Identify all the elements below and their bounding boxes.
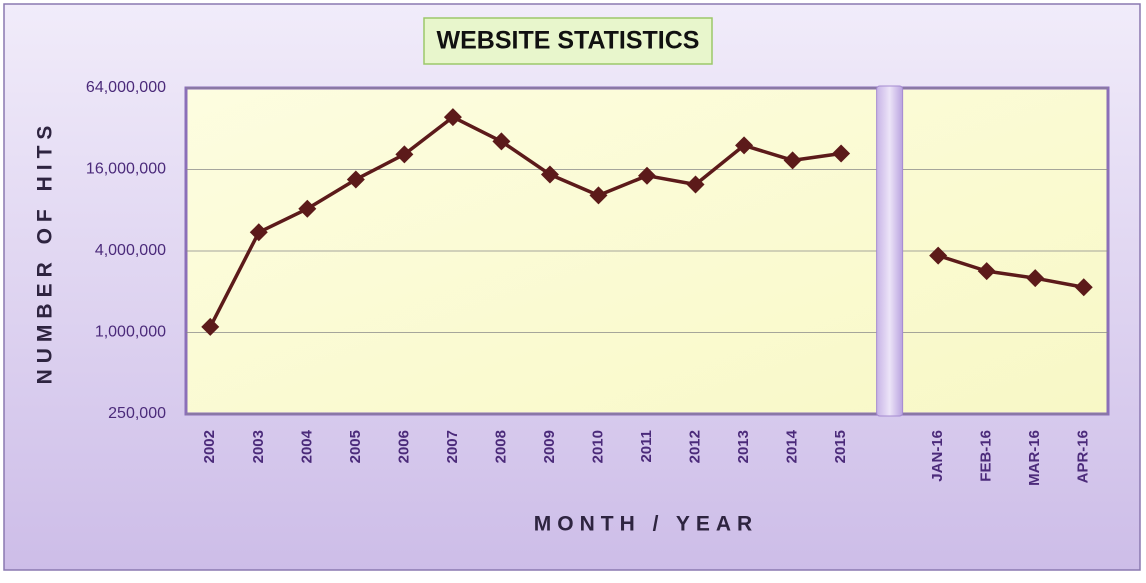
separator xyxy=(876,85,904,417)
x-tick-label: 2005 xyxy=(347,430,364,463)
y-tick-label: 1,000,000 xyxy=(95,324,166,341)
x-tick-label: FEB-16 xyxy=(978,430,995,482)
y-tick-label: 4,000,000 xyxy=(95,242,166,259)
title-box xyxy=(423,17,713,65)
x-tick-label: 2006 xyxy=(395,430,412,463)
marker xyxy=(929,246,948,265)
marker xyxy=(540,165,559,184)
x-tick-label: JAN-16 xyxy=(929,430,946,482)
marker xyxy=(1026,269,1045,288)
x-tick-label: 2010 xyxy=(589,430,606,463)
marker xyxy=(783,151,802,170)
marker xyxy=(735,136,754,155)
x-tick-label: 2009 xyxy=(541,430,558,463)
marker xyxy=(638,166,656,185)
x-tick-label: 2003 xyxy=(250,430,267,463)
x-tick-label: 2014 xyxy=(784,429,801,463)
x-tick-label: MAR-16 xyxy=(1026,430,1043,486)
marker xyxy=(589,186,608,205)
x-axis-title: MONTH / YEAR xyxy=(534,513,758,536)
marker xyxy=(249,223,268,242)
y-tick-label: 250,000 xyxy=(108,405,166,422)
x-tick-label: 2012 xyxy=(686,430,703,463)
marker xyxy=(977,262,996,281)
x-tick-label: 2007 xyxy=(444,430,461,463)
marker xyxy=(686,175,705,194)
marker xyxy=(492,132,511,151)
x-tick-label: 2002 xyxy=(201,430,218,463)
line xyxy=(208,115,1085,328)
marker xyxy=(832,144,851,163)
marker xyxy=(395,145,414,164)
y-axis-title: NUMBER OF HITS xyxy=(34,120,57,385)
y-tick-label: 64,000,000 xyxy=(86,79,166,96)
marker xyxy=(298,199,317,218)
y-tick-label: 16,000,000 xyxy=(86,161,166,178)
marker xyxy=(201,317,220,336)
chart-title: WEBSITE STATISTICS xyxy=(437,27,700,55)
marker xyxy=(1074,278,1093,297)
marker xyxy=(346,170,365,189)
marker xyxy=(443,108,462,127)
x-tick-label: APR-16 xyxy=(1075,430,1092,483)
x-tick-label: 2004 xyxy=(298,429,315,463)
x-tick-label: 2013 xyxy=(735,430,752,463)
x-tick-label: 2015 xyxy=(832,430,849,463)
x-tick-label: 2011 xyxy=(638,430,655,463)
x-tick-label: 2008 xyxy=(492,430,509,463)
